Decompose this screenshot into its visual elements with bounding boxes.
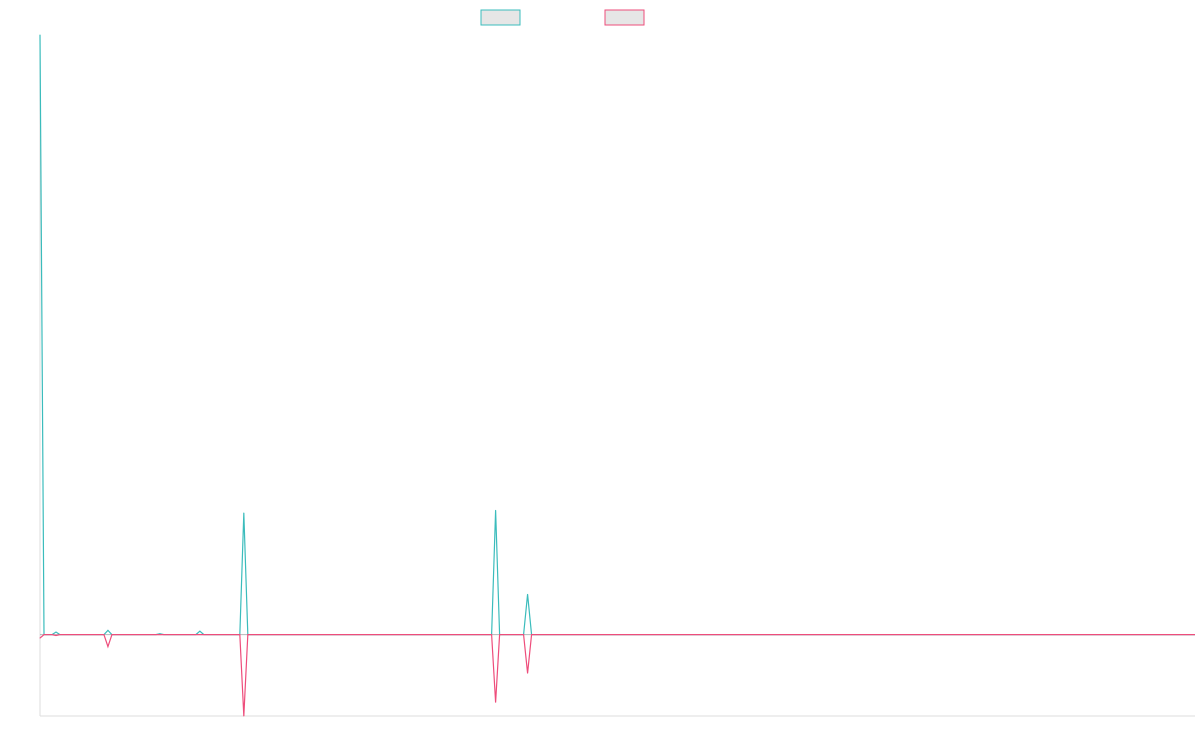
data-point-series-2-1 xyxy=(39,637,41,639)
data-point-series-2-4 xyxy=(107,646,109,648)
legend-swatch-series-1[interactable] xyxy=(480,9,521,26)
legend[interactable] xyxy=(480,9,645,26)
data-point-series-1-3 xyxy=(55,631,57,633)
series-layer xyxy=(39,34,1195,717)
data-point-series-2-3 xyxy=(55,634,57,636)
data-point-series-2-5 xyxy=(243,715,245,717)
series-line-1 xyxy=(39,34,1195,636)
data-point-series-1-7 xyxy=(243,512,245,514)
data-point-series-1-9 xyxy=(527,593,529,595)
data-point-series-1-5 xyxy=(159,633,161,635)
data-point-series-2-6 xyxy=(495,701,497,703)
legend-swatch-series-2[interactable] xyxy=(604,9,645,26)
data-point-series-2-7 xyxy=(527,672,529,674)
data-point-series-1-1 xyxy=(39,34,41,36)
data-point-series-1-8 xyxy=(495,509,497,511)
series-line-2 xyxy=(39,634,1195,717)
data-point-series-1-6 xyxy=(199,630,201,632)
data-point-series-1-4 xyxy=(107,629,109,631)
